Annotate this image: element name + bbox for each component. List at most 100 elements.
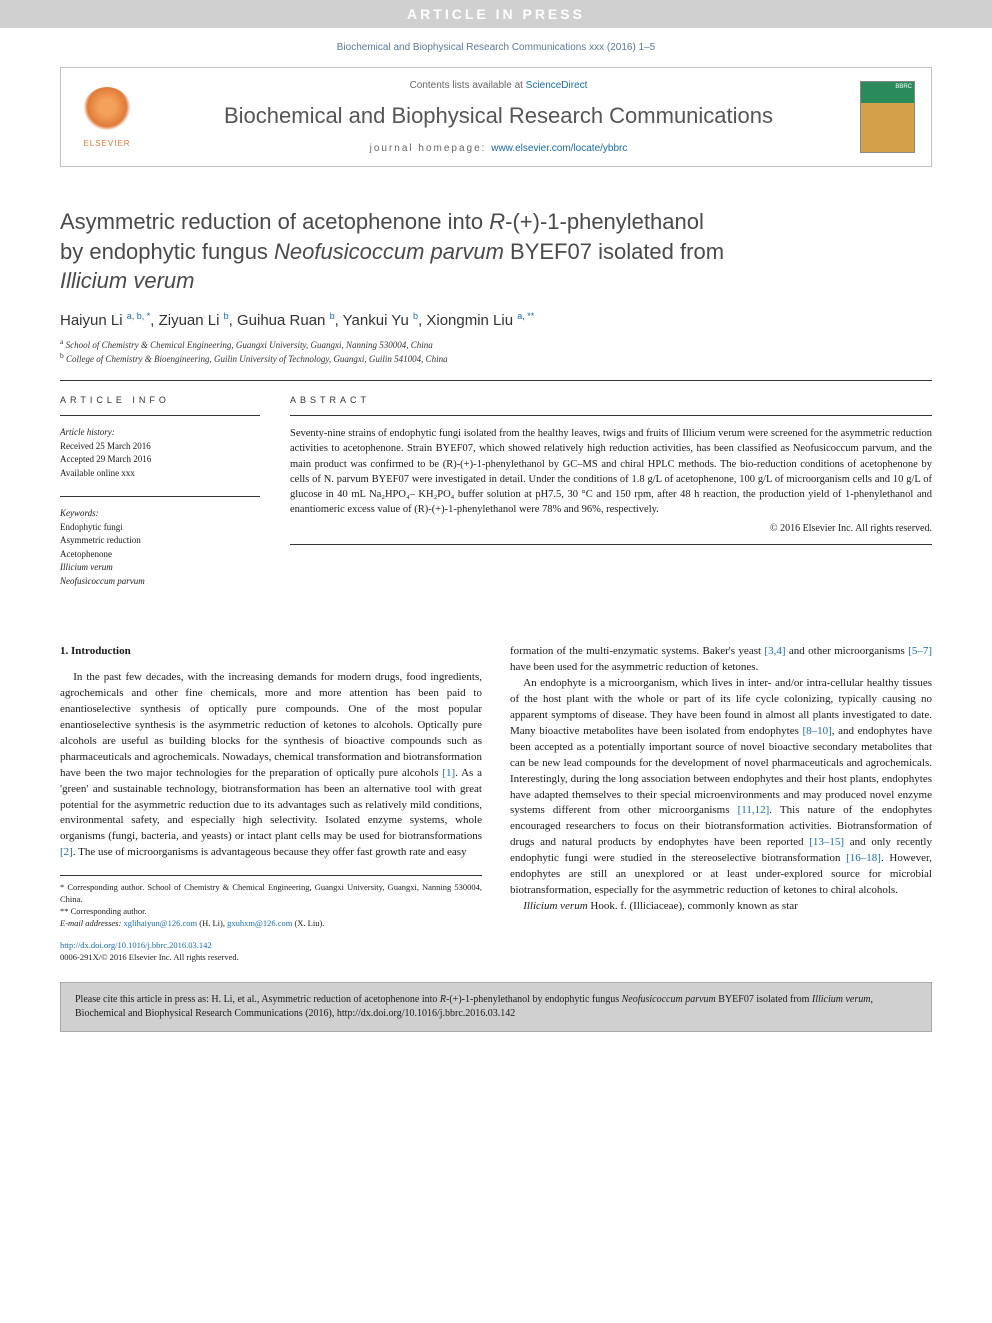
author-1: Ziyuan Li — [159, 312, 220, 329]
rule-abs-2 — [290, 544, 932, 545]
abstract-column: ABSTRACT Seventy-nine strains of endophy… — [290, 395, 932, 604]
article-in-press-banner: ARTICLE IN PRESS — [0, 0, 992, 28]
corr-1: * Corresponding author. School of Chemis… — [60, 882, 482, 906]
history-label: Article history: — [60, 426, 260, 440]
rule-top — [60, 380, 932, 381]
author-3: Yankui Yu — [343, 312, 409, 329]
journal-name: Biochemical and Biophysical Research Com… — [153, 103, 844, 129]
author-3-marks: b — [413, 311, 418, 321]
received: Received 25 March 2016 — [60, 440, 260, 454]
ref-810[interactable]: [8–10] — [802, 725, 831, 737]
contents-line: Contents lists available at ScienceDirec… — [153, 80, 844, 91]
title-l1a: Asymmetric reduction of acetophenone int… — [60, 209, 489, 234]
email-1[interactable]: xglihaiyun@126.com — [123, 918, 197, 928]
main-text-columns: 1. Introduction In the past few decades,… — [60, 644, 932, 964]
author-2: Guihua Ruan — [237, 312, 325, 329]
author-2-marks: b — [330, 311, 335, 321]
cite-i3: Illicium verum — [812, 994, 871, 1005]
title-l2-italic: Neofusicoccum parvum — [274, 239, 504, 264]
cite-m2: BYEF07 isolated from — [716, 994, 812, 1005]
citation-box: Please cite this article in press as: H.… — [60, 982, 932, 1032]
aff-b-mark: b — [60, 351, 64, 360]
title-l2b: BYEF07 isolated from — [504, 239, 724, 264]
author-4-marks: a, ** — [517, 311, 534, 321]
homepage-prefix: journal homepage: — [370, 143, 492, 154]
doi-link[interactable]: http://dx.doi.org/10.1016/j.bbrc.2016.03… — [60, 940, 212, 950]
ref-1[interactable]: [1] — [442, 767, 455, 779]
affiliation-b: b College of Chemistry & Bioengineering,… — [60, 353, 932, 367]
email-1-name: (H. Li), — [197, 918, 227, 928]
info-abstract-row: ARTICLE INFO Article history: Received 2… — [60, 395, 932, 604]
aff-a-text: School of Chemistry & Chemical Engineeri… — [66, 340, 433, 350]
email-label: E-mail addresses: — [60, 918, 123, 928]
kw-1: Asymmetric reduction — [60, 534, 260, 548]
intro-heading: 1. Introduction — [60, 644, 482, 660]
p2b: and other microorganisms — [786, 645, 909, 657]
intro-p3: An endophyte is a microorganism, which l… — [510, 676, 932, 899]
sciencedirect-link[interactable]: ScienceDirect — [526, 80, 588, 91]
abstract-copyright: © 2016 Elsevier Inc. All rights reserved… — [290, 523, 932, 534]
rule-info-2 — [60, 496, 260, 497]
ref-34[interactable]: [3,4] — [764, 645, 785, 657]
accepted: Accepted 29 March 2016 — [60, 453, 260, 467]
corr-2: ** Corresponding author. — [60, 906, 482, 918]
article-title: Asymmetric reduction of acetophenone int… — [60, 207, 932, 296]
title-l2a: by endophytic fungus — [60, 239, 274, 264]
elsevier-logo[interactable]: ELSEVIER — [77, 82, 137, 152]
issn: 0006-291X/© 2016 Elsevier Inc. All right… — [60, 952, 239, 962]
emails: E-mail addresses: xglihaiyun@126.com (H.… — [60, 918, 482, 930]
rule-abs-1 — [290, 415, 932, 416]
header-center: Contents lists available at ScienceDirec… — [153, 80, 844, 154]
affiliations: a School of Chemistry & Chemical Enginee… — [60, 339, 932, 366]
author-list: Haiyun Li a, b, *, Ziyuan Li b, Guihua R… — [60, 312, 932, 329]
rule-info-1 — [60, 415, 260, 416]
doi-block: http://dx.doi.org/10.1016/j.bbrc.2016.03… — [60, 940, 482, 964]
available: Available online xxx — [60, 467, 260, 481]
cite-i2: Neofusicoccum parvum — [622, 994, 716, 1005]
p2a: formation of the multi-enzymatic systems… — [510, 645, 764, 657]
email-2[interactable]: gxuhxm@126.com — [227, 918, 292, 928]
author-1-marks: b — [224, 311, 229, 321]
intro-p1: In the past few decades, with the increa… — [60, 670, 482, 861]
article-info-column: ARTICLE INFO Article history: Received 2… — [60, 395, 260, 604]
journal-cover-thumbnail[interactable] — [860, 81, 915, 153]
contents-prefix: Contents lists available at — [410, 80, 526, 91]
p1a: In the past few decades, with the increa… — [60, 671, 482, 779]
email-2-name: (X. Liu). — [292, 918, 324, 928]
affiliation-a: a School of Chemistry & Chemical Enginee… — [60, 339, 932, 353]
intro-p4: Illicium verum Hook. f. (Illiciaceae), c… — [510, 899, 932, 915]
title-l3-italic: Illicium verum — [60, 268, 194, 293]
p2c: have been used for the asymmetric reduct… — [510, 661, 758, 673]
author-0: Haiyun Li — [60, 312, 123, 329]
elsevier-tree-icon — [82, 87, 132, 137]
abstract-heading: ABSTRACT — [290, 395, 932, 405]
ref-1315[interactable]: [13–15] — [809, 836, 844, 848]
cite-prefix: Please cite this article in press as: H.… — [75, 994, 440, 1005]
keywords-block: Keywords: Endophytic fungi Asymmetric re… — [60, 507, 260, 588]
author-4: Xiongmin Liu — [426, 312, 513, 329]
p4-italic: Illicium verum — [523, 900, 587, 912]
keywords-label: Keywords: — [60, 507, 260, 521]
abstract-text: Seventy-nine strains of endophytic fungi… — [290, 426, 932, 517]
ref-1112[interactable]: [11,12] — [738, 804, 770, 816]
kw-2: Acetophenone — [60, 548, 260, 562]
author-0-marks: a, b, * — [127, 311, 151, 321]
title-l1b: -(+)-1-phenylethanol — [505, 209, 704, 234]
homepage-link[interactable]: www.elsevier.com/locate/ybbrc — [491, 143, 627, 154]
kw-3: Illicium verum — [60, 561, 260, 575]
aff-a-mark: a — [60, 337, 63, 346]
ref-2[interactable]: [2] — [60, 846, 73, 858]
intro-p2: formation of the multi-enzymatic systems… — [510, 644, 932, 676]
ref-1618[interactable]: [16–18] — [846, 852, 881, 864]
article-info-heading: ARTICLE INFO — [60, 395, 260, 405]
ref-57[interactable]: [5–7] — [908, 645, 932, 657]
kw-4: Neofusicoccum parvum — [60, 575, 260, 589]
aff-b-text: College of Chemistry & Bioengineering, G… — [66, 354, 448, 364]
history-block: Article history: Received 25 March 2016 … — [60, 426, 260, 480]
journal-reference: Biochemical and Biophysical Research Com… — [0, 42, 992, 53]
kw-0: Endophytic fungi — [60, 521, 260, 535]
p1c: . The use of microorganisms is advantage… — [73, 846, 467, 858]
journal-header: ELSEVIER Contents lists available at Sci… — [60, 67, 932, 167]
footnotes: * Corresponding author. School of Chemis… — [60, 875, 482, 963]
elsevier-label: ELSEVIER — [83, 139, 130, 148]
